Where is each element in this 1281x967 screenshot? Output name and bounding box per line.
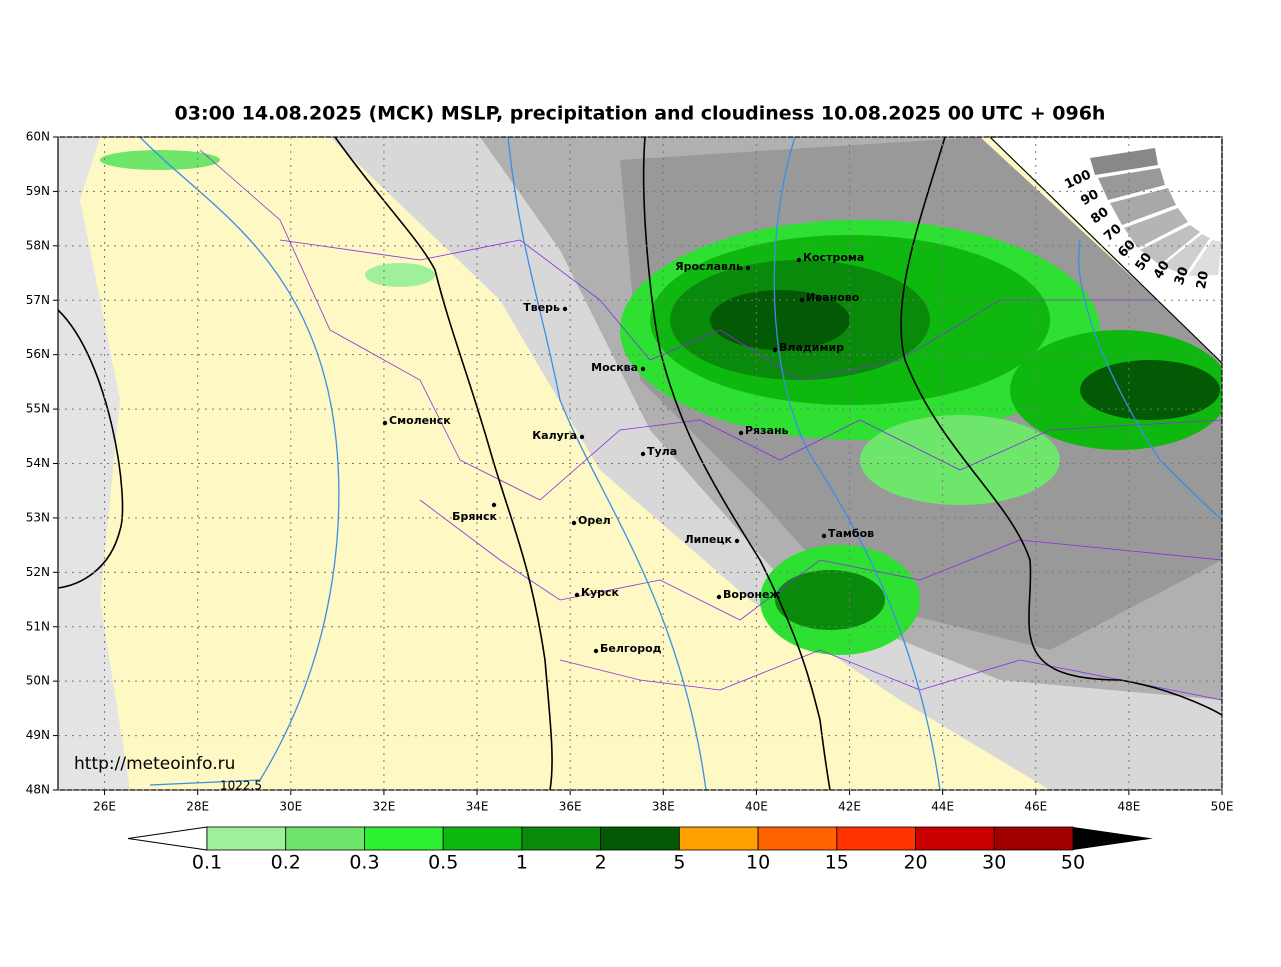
lon-tick-label: 36E: [559, 800, 582, 814]
lat-tick-label: 50N: [26, 674, 50, 688]
city-label: Брянск: [452, 510, 497, 523]
city-dot: [738, 430, 744, 436]
lon-tick-label: 34E: [466, 800, 489, 814]
city-dot: [821, 533, 827, 539]
city-dot: [593, 648, 599, 654]
city-dot: [799, 297, 805, 303]
city-label: Воронеж: [723, 588, 780, 601]
colorbar-label: 20: [903, 852, 927, 874]
colorbar-segment: [600, 826, 680, 851]
colorbar-under: [127, 826, 208, 851]
colorbar-segment: [285, 826, 365, 851]
lat-tick-label: 59N: [26, 184, 50, 198]
colorbar-segment: [757, 826, 838, 851]
lat-tick-label: 55N: [26, 402, 50, 416]
colorbar-label: 50: [1061, 852, 1085, 874]
colorbar-label: 0.5: [428, 852, 458, 874]
lon-tick-label: 32E: [372, 800, 395, 814]
lat-tick-label: 57N: [26, 293, 50, 307]
lon-tick-label: 28E: [186, 800, 209, 814]
lat-tick-label: 53N: [26, 510, 50, 524]
city-label: Владимир: [779, 341, 844, 354]
lon-tick-label: 30E: [279, 800, 302, 814]
lon-tick-label: 40E: [745, 800, 768, 814]
city-dot: [382, 420, 388, 426]
city-label: Ярославль: [675, 260, 743, 273]
city-label: Тверь: [523, 301, 560, 314]
colorbar-label: 2: [595, 852, 607, 874]
city-dot: [734, 538, 740, 544]
lat-tick-label: 48N: [26, 783, 50, 797]
colorbar-segment: [993, 826, 1074, 851]
lat-tick-label: 56N: [26, 347, 50, 361]
city-dot: [579, 434, 585, 440]
city-label: Липецк: [684, 533, 732, 546]
colorbar-label: 15: [825, 852, 849, 874]
city-label: Иваново: [806, 291, 860, 304]
colorbar-segment: [521, 826, 602, 851]
city-label: Белгород: [600, 642, 662, 655]
colorbar-segment: [364, 826, 444, 851]
lat-tick-label: 58N: [26, 238, 50, 252]
lat-tick-label: 52N: [26, 565, 50, 579]
colorbar-segment: [836, 826, 916, 851]
city-label: Тула: [647, 445, 677, 458]
city-label: Кострома: [803, 251, 864, 264]
lon-tick-label: 46E: [1024, 800, 1047, 814]
city-dot: [772, 347, 778, 353]
colorbar-label: 0.1: [192, 852, 222, 874]
lat-tick-label: 49N: [26, 728, 50, 742]
colorbar-label: 0.3: [349, 852, 379, 874]
colorbar-segment: [678, 826, 759, 851]
colorbar-segment: [915, 826, 995, 851]
lat-tick-label: 54N: [26, 456, 50, 470]
colorbar-label: 1: [516, 852, 528, 874]
city-dot: [571, 520, 577, 526]
city-label: Смоленск: [389, 414, 451, 427]
city-label: Тамбов: [828, 527, 874, 540]
city-dot: [640, 366, 646, 372]
source-label: http://meteoinfo.ru: [74, 754, 235, 774]
colorbar-label: 30: [982, 852, 1006, 874]
lon-tick-label: 48E: [1117, 800, 1140, 814]
lon-tick-label: 26E: [93, 800, 116, 814]
lon-tick-label: 44E: [931, 800, 954, 814]
cloud-scale-label: 20: [1194, 270, 1212, 290]
lon-tick-label: 50E: [1211, 800, 1234, 814]
city-dot: [745, 265, 751, 271]
city-label: Калуга: [532, 429, 577, 442]
city-dot: [562, 306, 568, 312]
colorbar-segment: [206, 826, 287, 851]
city-dot: [491, 502, 497, 508]
city-label: Орел: [578, 514, 611, 527]
city-label: Рязань: [745, 424, 789, 437]
city-label: Москва: [591, 361, 638, 374]
city-dot: [716, 594, 722, 600]
lat-tick-label: 51N: [26, 619, 50, 633]
cloud-scale-label: 30: [1172, 265, 1192, 287]
lat-tick-label: 60N: [26, 130, 50, 144]
lon-tick-label: 38E: [652, 800, 675, 814]
lon-tick-label: 42E: [838, 800, 861, 814]
colorbar-label: 5: [673, 852, 685, 874]
colorbar-label: 10: [746, 852, 770, 874]
colorbar-segment: [442, 826, 523, 851]
city-label: Курск: [581, 586, 620, 599]
isobar-label: 1022.5: [220, 779, 262, 793]
map-title: 03:00 14.08.2025 (МСК) MSLP, precipitati…: [175, 103, 1106, 125]
city-dot: [796, 257, 802, 263]
cloud-fan: [1090, 148, 1222, 276]
city-dot: [574, 592, 580, 598]
colorbar-over: [1073, 827, 1153, 850]
city-dot: [640, 451, 646, 457]
colorbar-label: 0.2: [271, 852, 301, 874]
